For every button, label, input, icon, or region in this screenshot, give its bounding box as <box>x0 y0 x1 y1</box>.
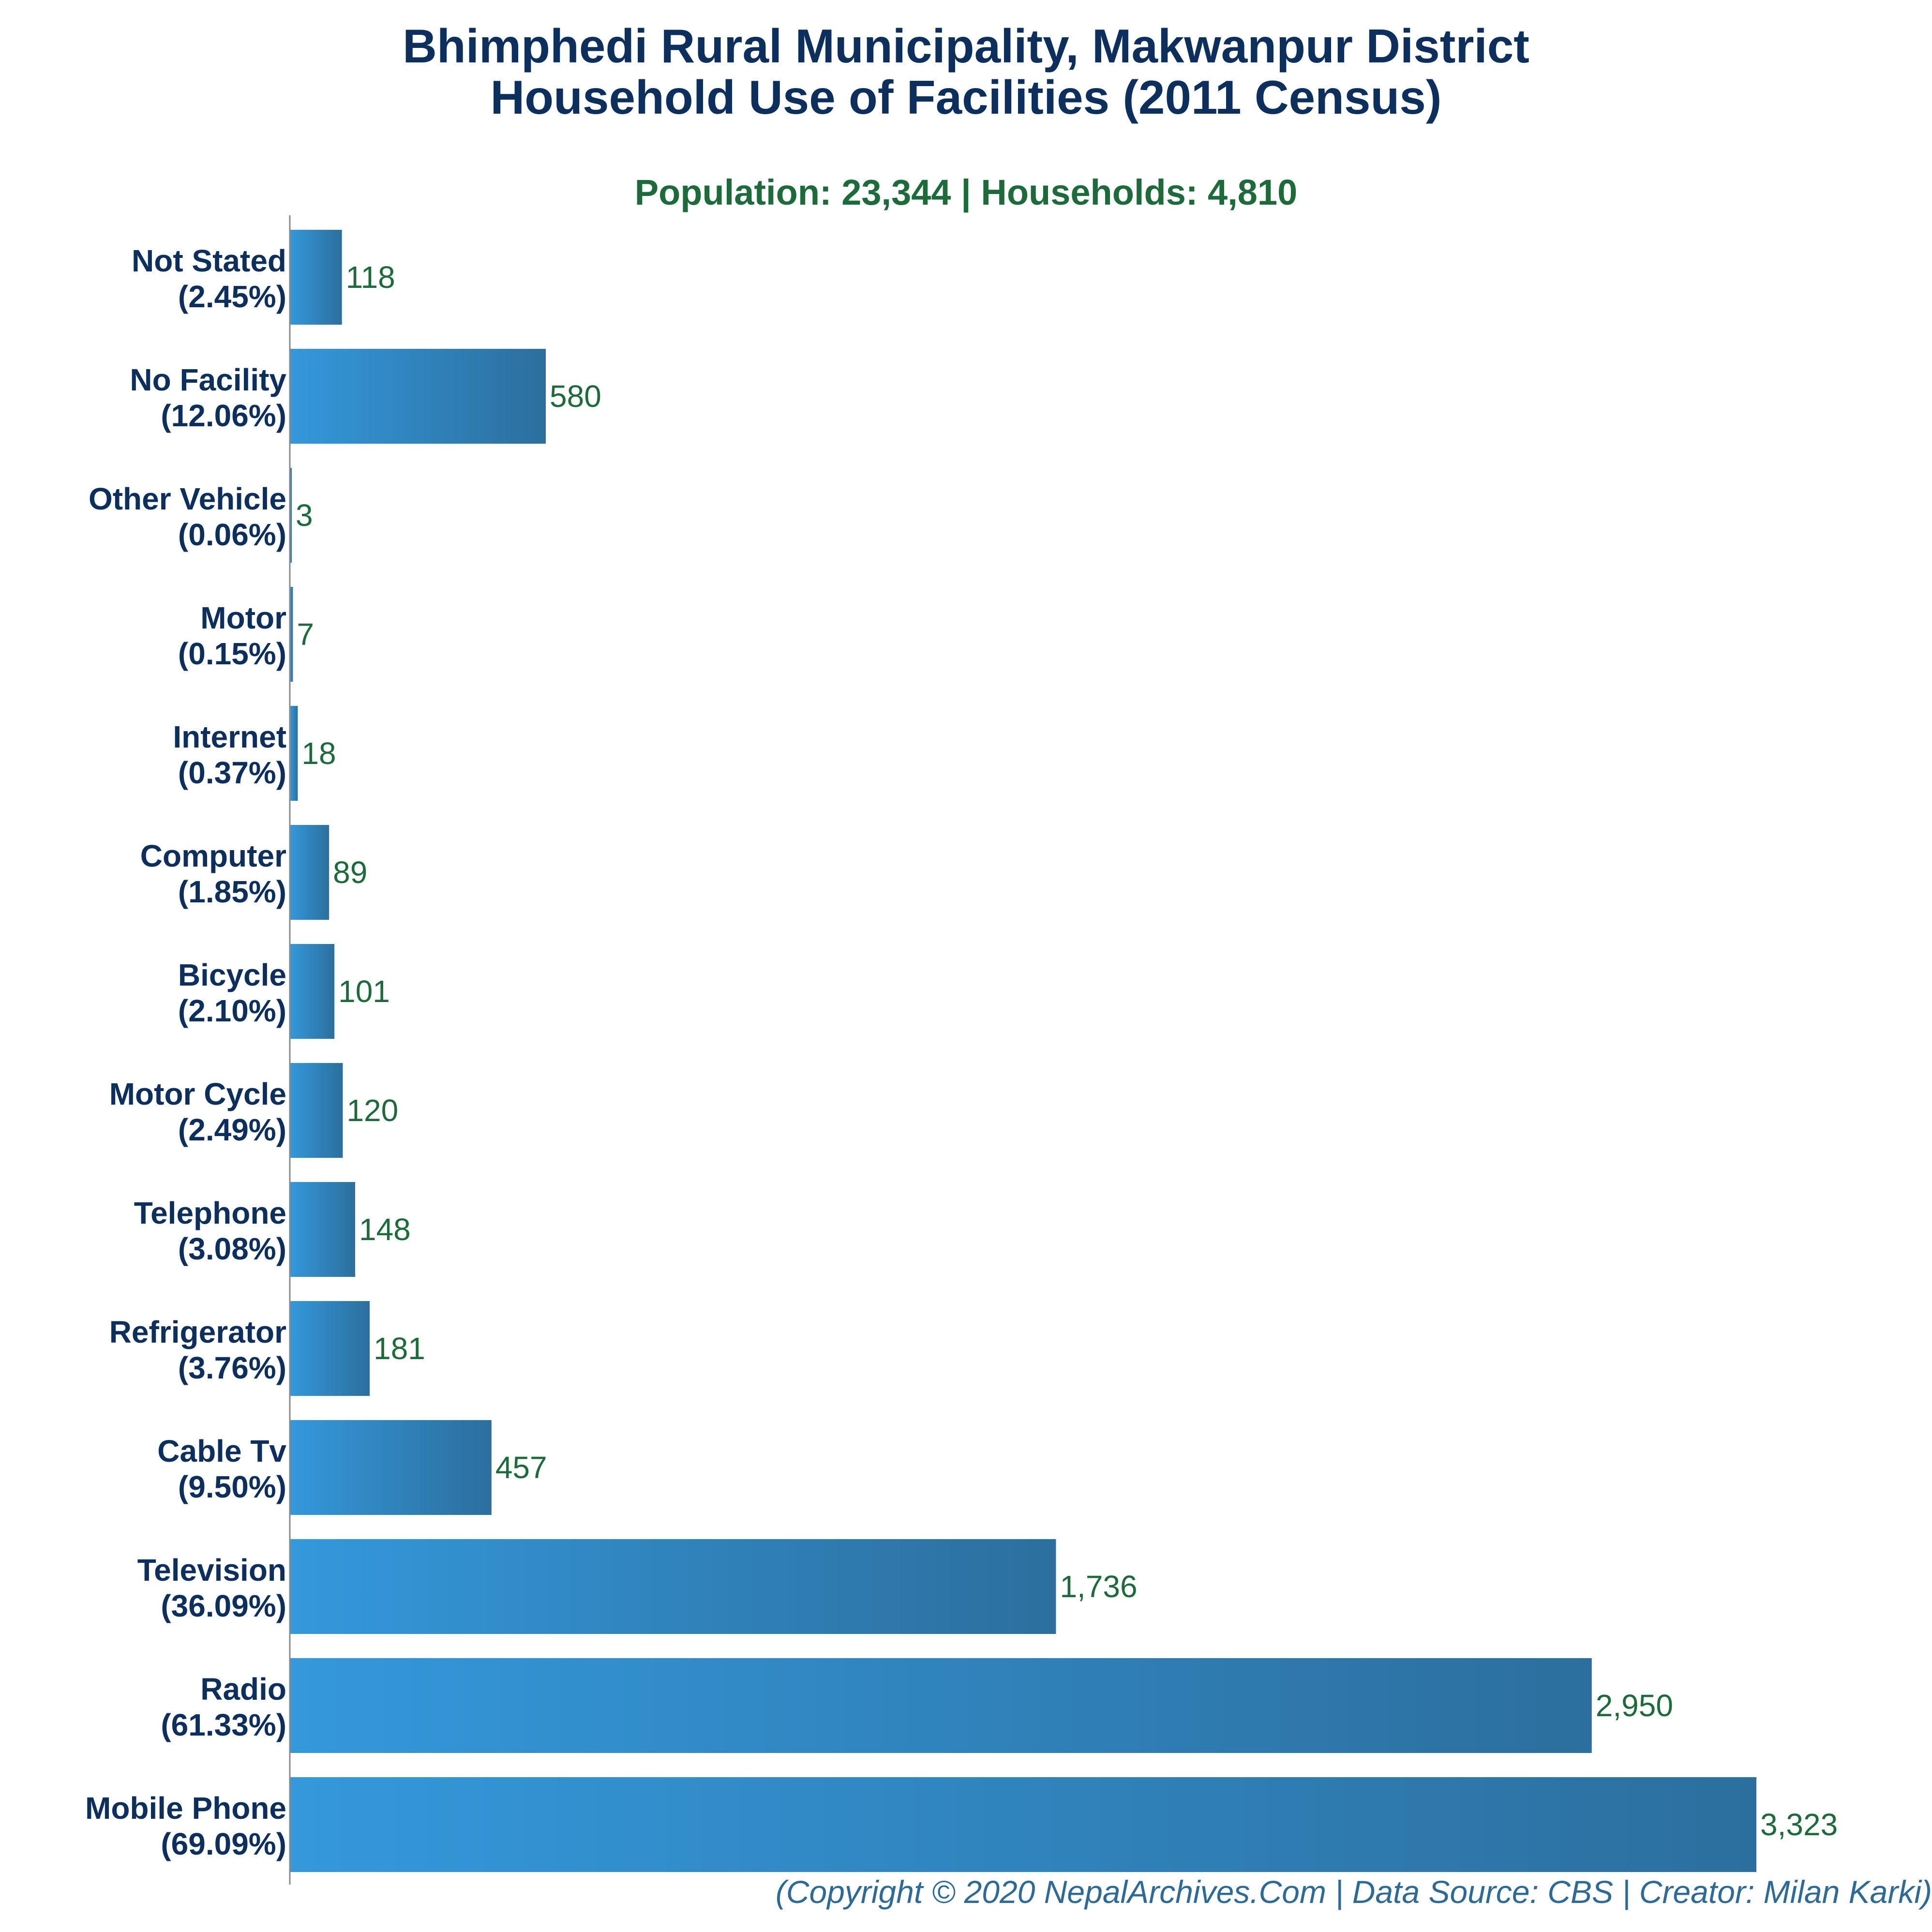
percent-label-no-facility: (12.06%) <box>161 398 286 433</box>
bar-motor-cycle <box>290 1063 343 1158</box>
percent-label-mobile-phone: (69.09%) <box>161 1827 286 1861</box>
category-label-television: Television <box>137 1553 286 1588</box>
value-label-cable-tv: 457 <box>495 1450 547 1485</box>
percent-label-motor-cycle: (2.49%) <box>178 1112 286 1147</box>
percent-label-not-stated: (2.45%) <box>178 279 286 314</box>
bar-telephone <box>290 1182 355 1277</box>
bar-bicycle <box>290 944 335 1039</box>
bar-not-stated <box>290 230 342 325</box>
value-label-mobile-phone: 3,323 <box>1760 1807 1838 1842</box>
value-label-television: 1,736 <box>1060 1569 1137 1604</box>
bar-mobile-phone <box>290 1777 1756 1872</box>
bar-motor <box>290 587 293 682</box>
value-label-not-stated: 118 <box>346 260 395 295</box>
bar-no-facility <box>290 349 546 444</box>
chart-subtitle: Population: 23,344 | Households: 4,810 <box>634 172 1298 212</box>
percent-label-motor: (0.15%) <box>178 636 286 671</box>
category-label-computer: Computer <box>140 839 286 873</box>
bars-group: Not Stated(2.45%) 118 No Facility(12.06%) 5… <box>85 230 1838 1872</box>
value-label-radio: 2,950 <box>1596 1688 1673 1723</box>
category-label-refrigerator: Refrigerator <box>109 1315 286 1349</box>
bar-television <box>290 1539 1056 1634</box>
percent-label-radio: (61.33%) <box>161 1707 286 1742</box>
percent-label-other-vehicle: (0.06%) <box>178 517 286 552</box>
value-label-bicycle: 101 <box>338 974 390 1009</box>
bar-internet <box>290 706 298 801</box>
percent-label-cable-tv: (9.50%) <box>178 1469 286 1504</box>
value-label-motor-cycle: 120 <box>346 1093 398 1128</box>
value-label-no-facility: 580 <box>550 379 601 414</box>
percent-label-refrigerator: (3.76%) <box>178 1350 286 1385</box>
percent-label-computer: (1.85%) <box>178 874 286 909</box>
percent-label-internet: (0.37%) <box>178 755 286 790</box>
category-label-internet: Internet <box>173 719 286 754</box>
category-label-bicycle: Bicycle <box>178 958 286 992</box>
value-label-telephone: 148 <box>359 1212 411 1247</box>
category-label-mobile-phone: Mobile Phone <box>85 1791 286 1826</box>
copyright-footer: (Copyright © 2020 NepalArchives.Com | Da… <box>775 1874 1932 1910</box>
value-label-computer: 89 <box>333 855 367 890</box>
percent-label-television: (36.09%) <box>161 1588 286 1623</box>
category-label-telephone: Telephone <box>134 1196 286 1230</box>
category-label-radio: Radio <box>200 1672 286 1707</box>
bar-cable-tv <box>290 1420 492 1515</box>
category-label-not-stated: Not Stated <box>132 243 286 278</box>
percent-label-bicycle: (2.10%) <box>178 993 286 1028</box>
category-label-motor-cycle: Motor Cycle <box>109 1077 286 1111</box>
category-label-cable-tv: Cable Tv <box>157 1434 286 1468</box>
value-label-other-vehicle: 3 <box>296 498 313 533</box>
chart-title-line1: Bhimphedi Rural Municipality, Makwanpur … <box>403 19 1529 73</box>
bar-radio <box>290 1658 1592 1753</box>
category-label-motor: Motor <box>200 600 286 635</box>
bar-other-vehicle <box>290 468 292 563</box>
bar-computer <box>290 825 329 920</box>
category-label-no-facility: No Facility <box>130 362 286 397</box>
chart-title-line2: Household Use of Facilities (2011 Census… <box>490 71 1442 124</box>
bar-refrigerator <box>290 1301 370 1396</box>
value-label-refrigerator: 181 <box>374 1331 425 1366</box>
percent-label-telephone: (3.08%) <box>178 1231 286 1266</box>
value-label-internet: 18 <box>301 736 336 771</box>
value-label-motor: 7 <box>297 617 314 652</box>
category-label-other-vehicle: Other Vehicle <box>89 481 286 516</box>
